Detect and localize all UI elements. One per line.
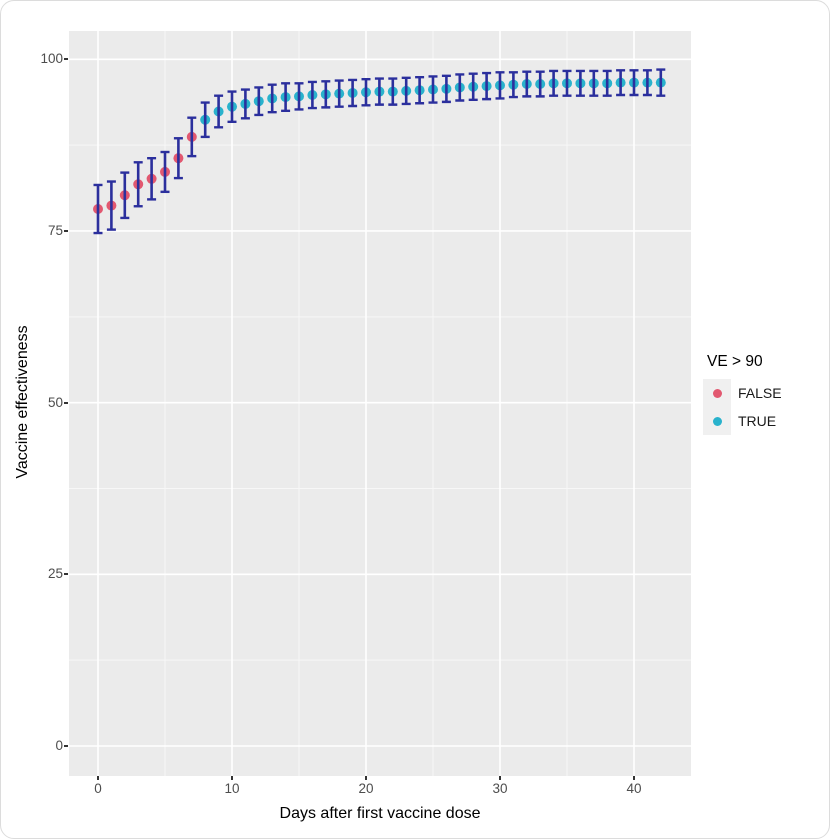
chart-canvas xyxy=(69,31,691,776)
x-tick-mark xyxy=(231,776,233,780)
legend-key-false xyxy=(703,379,731,407)
legend-entry-true: TRUE xyxy=(703,407,828,435)
x-tick-mark xyxy=(499,776,501,780)
y-tick-label: 0 xyxy=(55,738,63,753)
legend-true-dot-icon xyxy=(712,416,722,426)
y-tick-label: 100 xyxy=(40,51,63,67)
legend-entry-false: FALSE xyxy=(703,379,828,407)
minor-gridlines xyxy=(69,31,691,776)
y-tick-label: 25 xyxy=(47,566,63,582)
y-tick-label: 75 xyxy=(47,222,63,238)
x-tick-label: 40 xyxy=(626,781,642,796)
legend: VE > 90 FALSE TRUE xyxy=(703,353,828,435)
x-tick-label: 30 xyxy=(492,781,508,796)
legend-true-label: TRUE xyxy=(738,413,777,429)
legend-title: VE > 90 xyxy=(707,353,763,370)
x-tick-mark xyxy=(97,776,99,780)
x-tick-mark xyxy=(633,776,635,780)
y-tick-mark xyxy=(64,745,68,747)
x-tick-label: 10 xyxy=(224,781,240,796)
legend-false-dot-icon xyxy=(712,388,722,398)
y-tick-mark xyxy=(64,58,68,61)
x-tick-label: 20 xyxy=(358,781,374,796)
major-gridlines xyxy=(69,31,691,776)
plot-panel xyxy=(69,31,691,776)
legend-false-label: FALSE xyxy=(738,385,782,401)
y-tick-label: 50 xyxy=(47,394,63,410)
legend-key-true xyxy=(703,407,731,435)
y-axis-title: Vaccine effectiveness xyxy=(14,325,31,479)
data-points xyxy=(93,77,666,215)
x-axis-title: Days after first vaccine dose xyxy=(279,805,481,822)
y-tick-mark xyxy=(64,229,68,232)
x-tick-label: 0 xyxy=(94,781,102,796)
x-tick-mark xyxy=(365,776,367,780)
y-tick-mark xyxy=(64,401,68,404)
y-tick-mark xyxy=(64,573,68,576)
error-bars xyxy=(93,68,666,235)
